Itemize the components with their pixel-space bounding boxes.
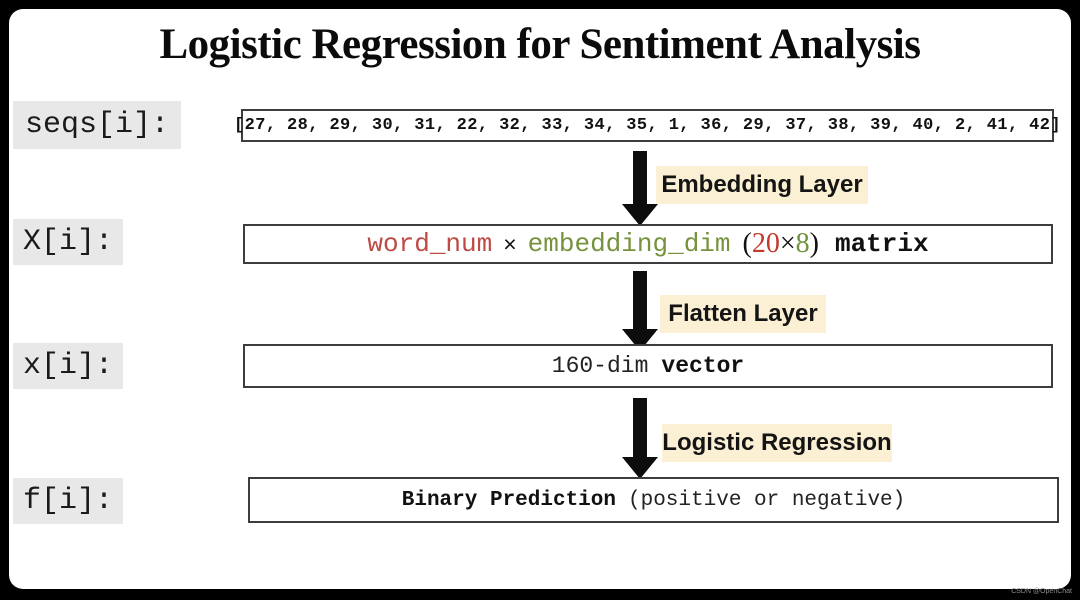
step-embedding-label: Embedding Layer — [661, 171, 863, 198]
row-label-f-text: f[i]: — [22, 484, 113, 518]
matrix-dimensions: (20×8) — [743, 228, 819, 260]
down-arrow-icon — [622, 151, 658, 226]
down-arrow-icon — [622, 398, 658, 479]
prediction-box: Binary Prediction (positive or negative) — [248, 477, 1059, 523]
watermark: CSDN @OpenChat — [1011, 588, 1072, 595]
page-title: Logistic Regression for Sentiment Analys… — [159, 21, 921, 68]
row-label-seqs: seqs[i]: — [13, 101, 181, 149]
row-label-x: x[i]: — [13, 343, 123, 389]
step-flatten-layer: Flatten Layer — [660, 295, 826, 333]
times-symbol-2: × — [779, 228, 796, 259]
paren-open: ( — [742, 228, 752, 259]
matrix-box: word_num × embedding_dim (20×8) matrix — [243, 224, 1053, 264]
row-label-x-text: x[i]: — [22, 349, 113, 383]
vector-box: 160-dim vector — [243, 344, 1053, 388]
row-label-f: f[i]: — [13, 478, 123, 524]
embedding-dim-var: embedding_dim — [527, 229, 731, 259]
dim-8: 8 — [795, 228, 810, 259]
prediction-word: Binary Prediction — [401, 488, 616, 512]
vector-dim-text: 160-dim — [551, 353, 649, 379]
row-label-seqs-text: seqs[i]: — [24, 108, 170, 142]
sequence-box: [27, 28, 29, 30, 31, 22, 32, 33, 34, 35,… — [234, 109, 1061, 142]
step-embedding-layer: Embedding Layer — [656, 166, 868, 204]
sequence-values: [27, 28, 29, 30, 31, 22, 32, 33, 34, 35,… — [234, 116, 1061, 135]
row-label-X: X[i]: — [13, 219, 123, 265]
dim-20: 20 — [751, 228, 780, 259]
word-num-var: word_num — [367, 229, 493, 259]
step-logreg-label: Logistic Regression — [662, 429, 892, 456]
step-flatten-label: Flatten Layer — [668, 300, 818, 327]
row-label-X-text: X[i]: — [22, 225, 113, 259]
paren-close: ) — [809, 228, 819, 259]
vector-word: vector — [661, 353, 745, 379]
times-symbol: × — [503, 230, 517, 257]
prediction-classes: (positive or negative) — [628, 488, 906, 512]
down-arrow-icon — [622, 271, 658, 351]
step-logistic-regression: Logistic Regression — [662, 424, 892, 462]
matrix-word: matrix — [834, 229, 929, 259]
